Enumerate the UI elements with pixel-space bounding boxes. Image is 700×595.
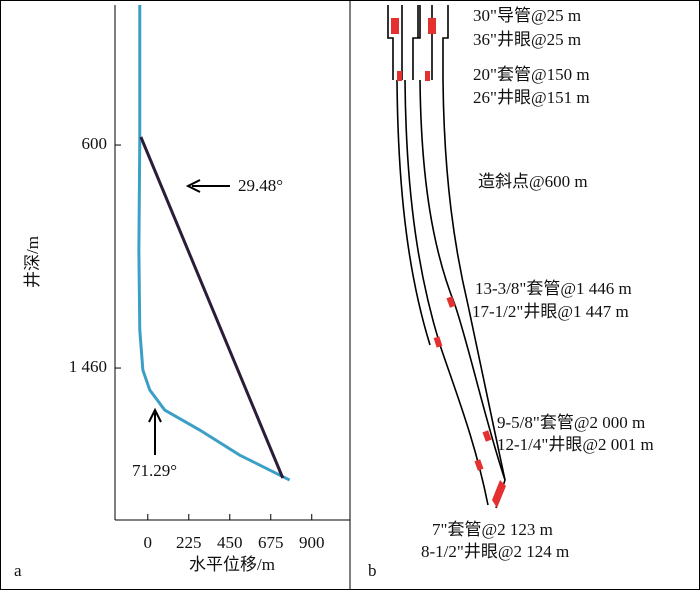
annotation: 71.29° <box>132 461 177 480</box>
x-tick-label: 900 <box>299 533 325 552</box>
x-tick-label: 450 <box>217 533 243 552</box>
well-schematic <box>387 5 506 509</box>
x-axis-label: 水平位移/m <box>189 555 275 574</box>
x-tick-label: 225 <box>176 533 202 552</box>
x-tick-label: 675 <box>258 533 284 552</box>
x-tick-label: 0 <box>144 533 153 552</box>
well-label: 36"井眼@25 m <box>473 30 581 49</box>
y-axis-label: 井深/m <box>23 236 42 288</box>
well-label: 8-1/2"井眼@2 124 m <box>421 542 569 561</box>
y-tick-label: 1 460 <box>69 357 107 376</box>
well-label: 12-1/4"井眼@2 001 m <box>497 435 654 454</box>
panel-label: b <box>368 561 377 580</box>
arrow <box>185 179 230 193</box>
well-label: 20"套管@150 m <box>473 65 590 84</box>
line <box>139 136 285 479</box>
well-label: 9-5/8"套管@2 000 m <box>497 413 645 432</box>
arrow <box>148 407 162 455</box>
line <box>137 5 291 482</box>
well-label: 造斜点@600 m <box>478 172 588 191</box>
well-label: 26"井眼@151 m <box>473 88 590 107</box>
y-tick-label: 600 <box>82 134 108 153</box>
well-label: 17-1/2"井眼@1 447 m <box>472 302 629 321</box>
well-label: 30"导管@25 m <box>473 6 581 25</box>
well-label: 13-3/8"套管@1 446 m <box>475 279 632 298</box>
well-label: 7"套管@2 123 m <box>432 520 553 539</box>
panel-label: a <box>14 561 22 580</box>
annotation: 29.48° <box>238 176 283 195</box>
